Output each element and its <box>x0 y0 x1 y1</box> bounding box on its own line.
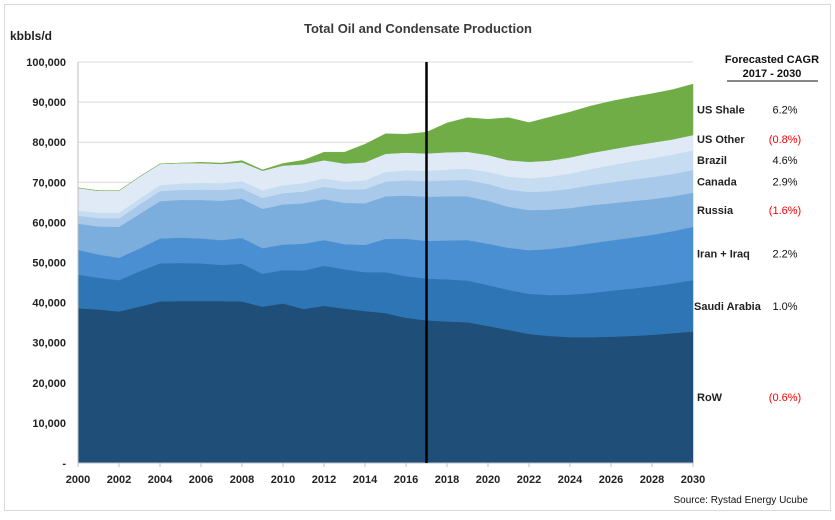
cagr-value-russia: (1.6%) <box>769 205 801 217</box>
y-tick-label: 40,000 <box>32 298 66 310</box>
x-tick-label: 2006 <box>189 474 213 486</box>
x-tick-label: 2004 <box>148 474 173 486</box>
y-tick-label: - <box>62 458 66 470</box>
cagr-header-line-1: Forecasted CAGR <box>725 54 819 66</box>
cagr-value-brazil: 4.6% <box>772 155 797 167</box>
cagr-value-us-shale: 6.2% <box>772 105 797 117</box>
series-label-brazil: Brazil <box>697 155 727 167</box>
area-series-us-shale <box>77 83 694 191</box>
cagr-value-us-other: (0.8%) <box>769 134 801 146</box>
cagr-value-canada: 2.9% <box>772 176 797 188</box>
y-tick-label: 10,000 <box>32 418 66 430</box>
cagr-value-saudi-arabia: 1.0% <box>772 301 797 313</box>
series-label-us-shale: US Shale <box>697 105 745 117</box>
x-tick-label: 2002 <box>107 474 131 486</box>
x-tick-label: 2020 <box>476 474 500 486</box>
y-tick-label: 100,000 <box>26 57 66 69</box>
source-note: Source: Rystad Energy Ucube <box>673 495 808 506</box>
y-tick-label: 70,000 <box>32 177 66 189</box>
series-label-canada: Canada <box>697 176 738 188</box>
series-label-iran-iraq: Iran + Iraq <box>697 249 750 261</box>
series-label-saudi-arabia: Saudi Arabia <box>694 301 762 313</box>
y-tick-label: 80,000 <box>32 137 66 149</box>
x-tick-label: 2030 <box>681 474 705 486</box>
y-tick-label: 60,000 <box>32 217 66 229</box>
y-axis-label: kbbls/d <box>10 29 52 43</box>
y-tick-label: 50,000 <box>32 258 66 270</box>
series-label-russia: Russia <box>697 205 734 217</box>
y-tick-label: 90,000 <box>32 97 66 109</box>
series-label-row: RoW <box>697 392 723 404</box>
x-tick-label: 2026 <box>599 474 623 486</box>
x-tick-label: 2014 <box>353 474 378 486</box>
x-tick-label: 2024 <box>558 474 583 486</box>
y-tick-label: 20,000 <box>32 378 66 390</box>
x-tick-label: 2028 <box>640 474 664 486</box>
x-tick-label: 2016 <box>394 474 418 486</box>
area-series-group <box>77 83 694 464</box>
axes: - 10,000 20,000 30,000 40,000 50,000 60,000 70,… <box>26 57 705 486</box>
x-tick-label: 2022 <box>517 474 541 486</box>
chart-title: Total Oil and Condensate Production <box>304 21 532 36</box>
x-tick-label: 2010 <box>271 474 295 486</box>
series-labels: RoW (0.6%) Saudi Arabia 1.0% Iran + Iraq 2.2%… <box>694 105 801 405</box>
cagr-value-iran-iraq: 2.2% <box>772 249 797 261</box>
chart-border <box>4 4 831 511</box>
x-tick-label: 2018 <box>435 474 459 486</box>
y-tick-label: 30,000 <box>32 338 66 350</box>
x-tick-label: 2008 <box>230 474 254 486</box>
series-label-us-other: US Other <box>697 134 745 146</box>
x-tick-label: 2012 <box>312 474 336 486</box>
cagr-header-line-2: 2017 - 2030 <box>743 68 802 80</box>
x-tick-label: 2000 <box>66 474 90 486</box>
cagr-value-row: (0.6%) <box>769 392 801 404</box>
